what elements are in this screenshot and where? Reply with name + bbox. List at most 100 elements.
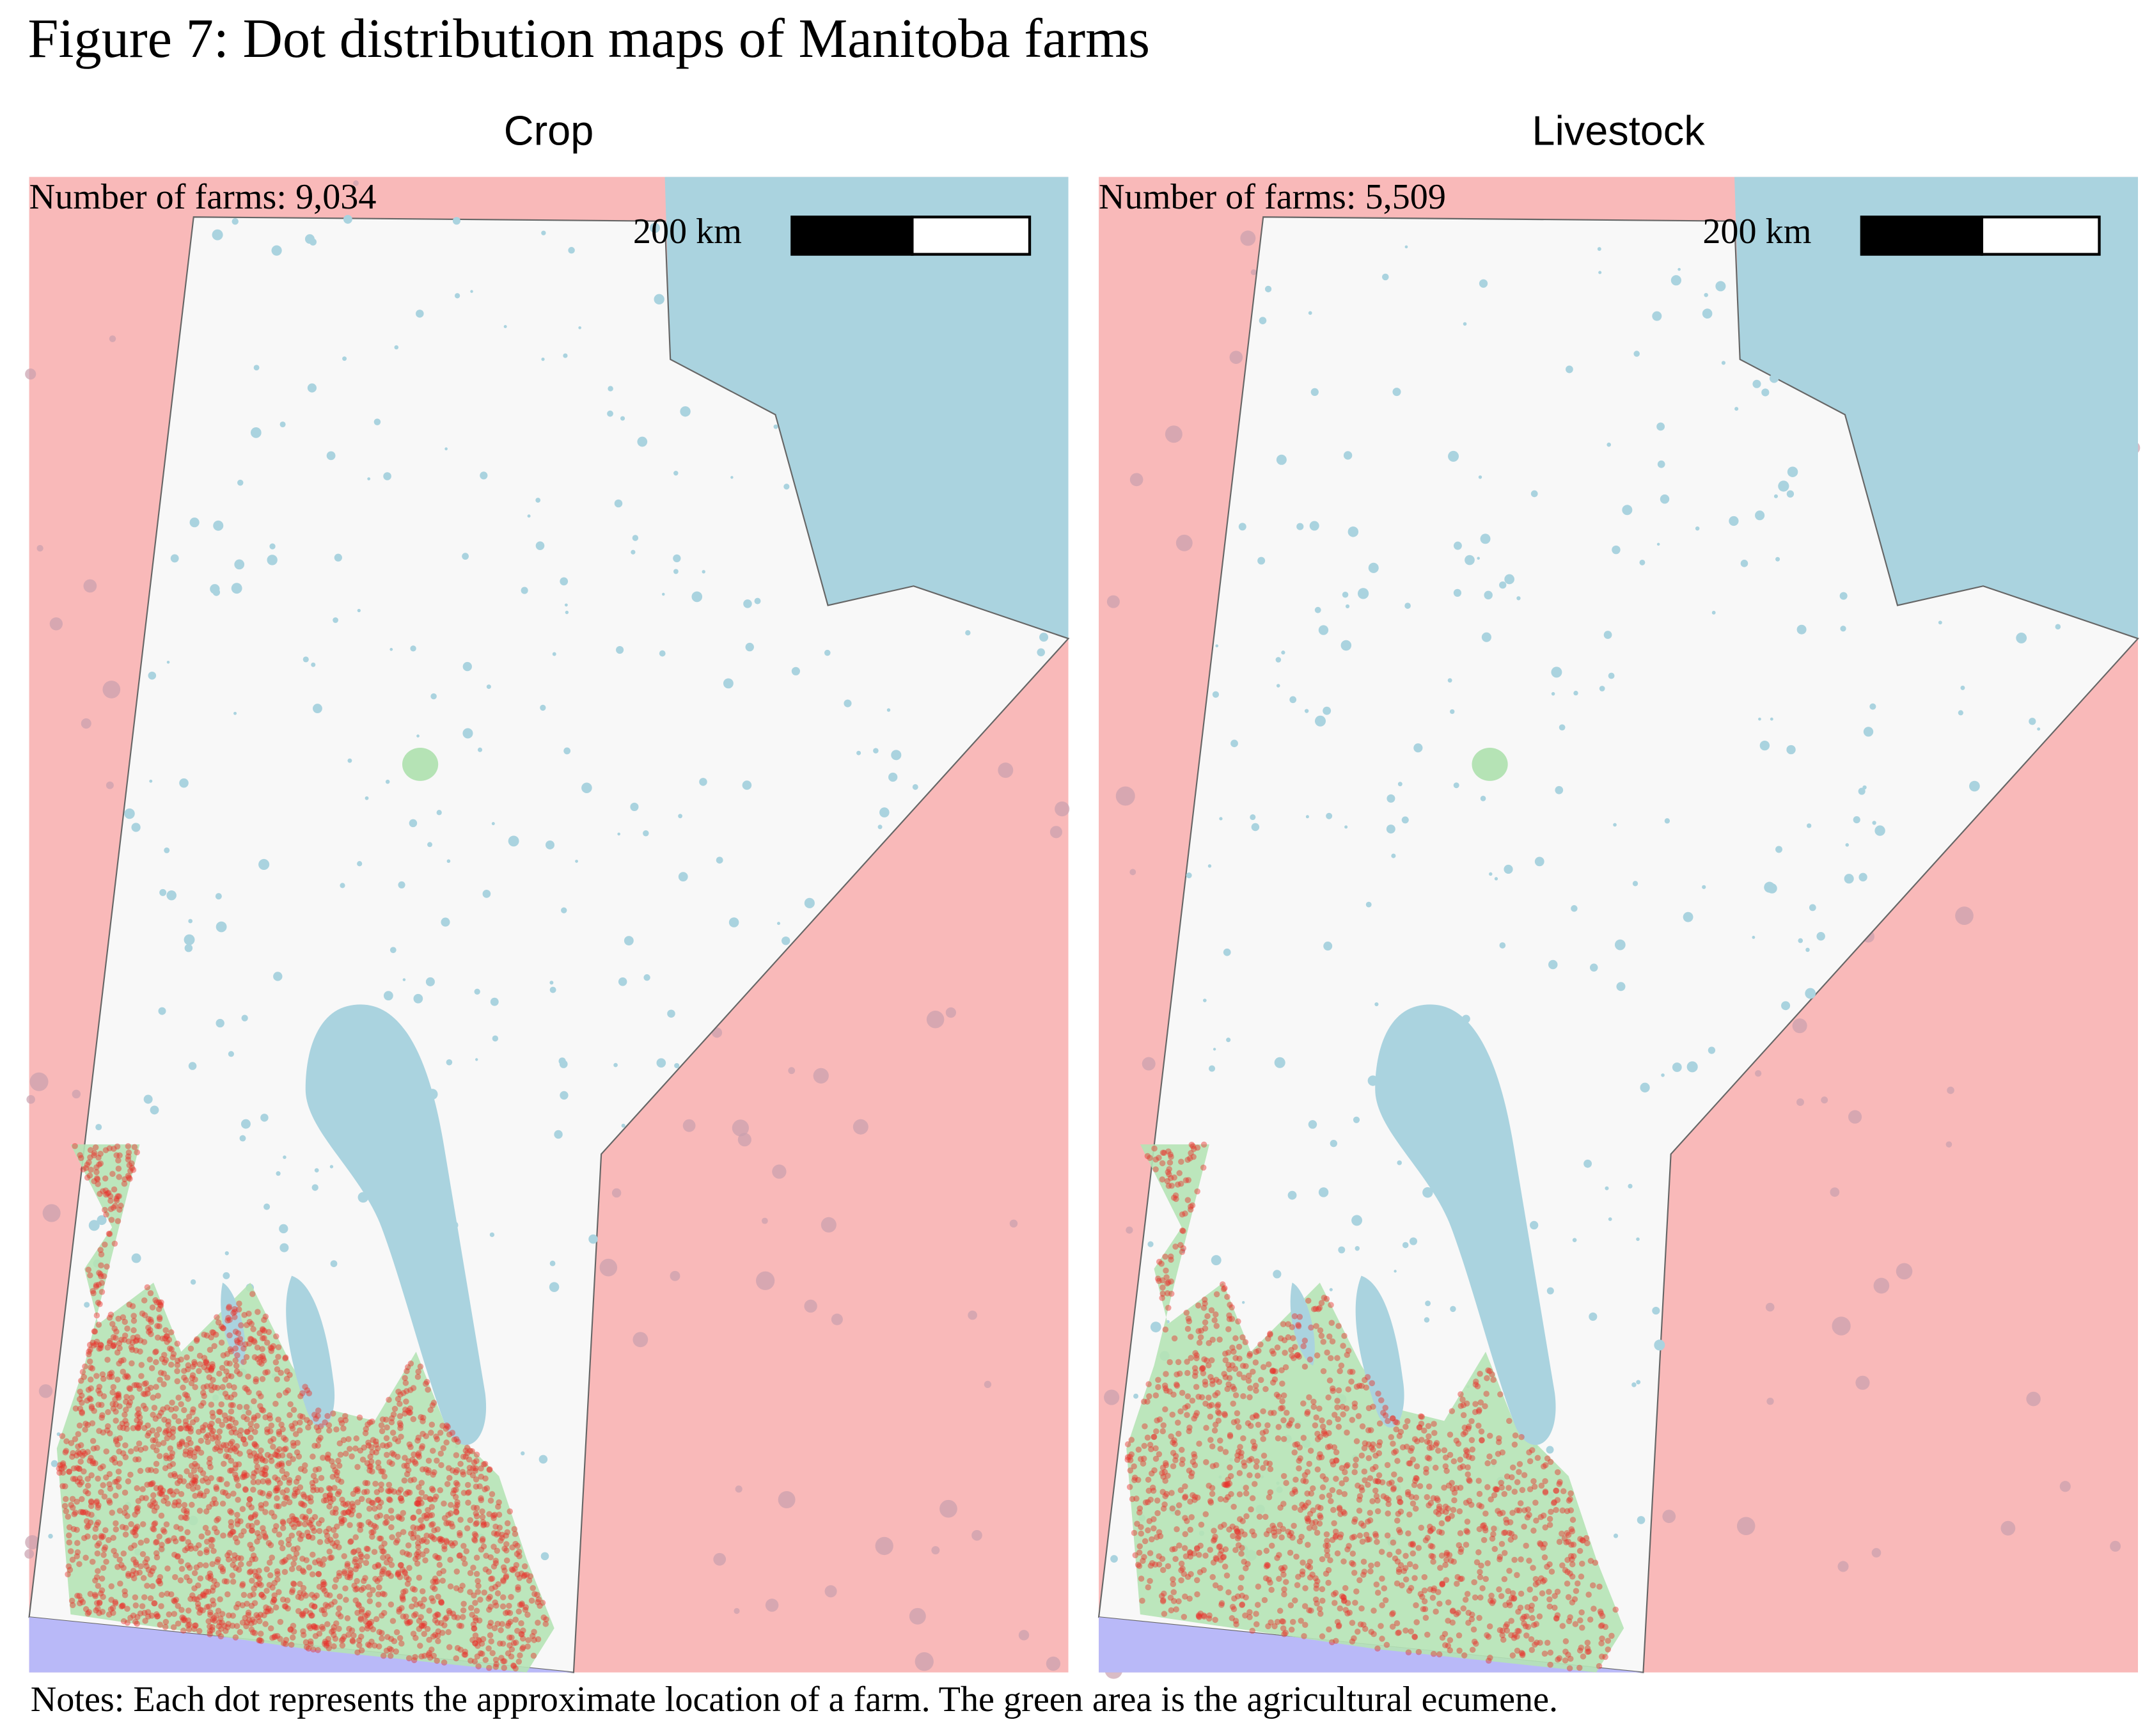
farm-dot [1517, 1604, 1524, 1611]
farm-dot [273, 1485, 279, 1492]
farm-dot [1584, 1648, 1591, 1655]
farm-dot [378, 1487, 384, 1493]
farm-dot [1501, 1529, 1507, 1536]
lake [279, 421, 286, 428]
farm-dot [496, 1640, 503, 1647]
farm-dot [274, 1495, 280, 1502]
farm-dot [279, 1426, 286, 1433]
farm-dot [328, 1601, 334, 1608]
farm-dot [506, 1602, 512, 1609]
farm-dot [1307, 1510, 1314, 1517]
farm-dot [1397, 1499, 1403, 1505]
farm-dot [281, 1474, 288, 1481]
farm-dot [134, 1620, 140, 1627]
farm-dot [1362, 1440, 1369, 1447]
farm-dot [1266, 1576, 1272, 1583]
farm-dot [379, 1428, 386, 1435]
farm-dot [1449, 1480, 1455, 1487]
farm-dot [315, 1570, 322, 1577]
farm-dot [178, 1439, 185, 1445]
farm-dot [148, 1467, 154, 1473]
farm-dot [1374, 1538, 1380, 1545]
farm-dot [1463, 1400, 1470, 1407]
farm-dot [168, 1453, 175, 1460]
lake [1494, 877, 1498, 881]
farm-dot [1587, 1616, 1594, 1623]
farm-dot [1410, 1500, 1417, 1507]
farm-dot [515, 1658, 522, 1665]
farm-dot [1209, 1463, 1216, 1469]
farm-dot [272, 1487, 279, 1494]
lake [148, 671, 157, 680]
farm-dot [99, 1412, 106, 1419]
farm-dot [407, 1409, 414, 1416]
farm-dot [1319, 1417, 1325, 1424]
farm-dot [1188, 1334, 1194, 1340]
farm-dot [421, 1620, 428, 1627]
farm-dot [1152, 1156, 1159, 1163]
farm-dot [162, 1465, 169, 1472]
farm-dot [315, 1407, 322, 1414]
farm-dot [1269, 1522, 1276, 1529]
farm-dot [84, 1449, 91, 1455]
lake [279, 1224, 288, 1234]
farm-dot [297, 1484, 304, 1491]
farm-dot [1370, 1403, 1376, 1410]
farm-dot [130, 1318, 138, 1324]
farm-dot [1534, 1455, 1541, 1461]
farm-dot [125, 1572, 132, 1579]
farm-dot [247, 1542, 253, 1548]
farm-dot [453, 1467, 460, 1474]
farm-dot [90, 1445, 97, 1452]
agricultural-ecumene-north [402, 748, 439, 781]
lake [158, 1007, 166, 1015]
farm-dot [1168, 1278, 1174, 1285]
farm-dot [208, 1367, 215, 1374]
farm-dot [217, 1448, 223, 1454]
farm-dot [445, 1629, 452, 1636]
farm-dot [1223, 1572, 1230, 1579]
neighbour-lake [1129, 869, 1136, 876]
farm-dot [1402, 1565, 1409, 1572]
farm-dot [1395, 1566, 1402, 1573]
farm-dot [1260, 1364, 1267, 1371]
lake [662, 592, 665, 596]
farm-dot [123, 1407, 129, 1413]
farm-dot [388, 1572, 395, 1579]
farm-dot [97, 1160, 104, 1167]
farm-dot [428, 1511, 436, 1519]
farm-dot [1438, 1520, 1445, 1527]
farm-dot [313, 1592, 320, 1599]
farm-dot [1569, 1528, 1576, 1535]
farm-dot [267, 1607, 274, 1614]
farm-dot [381, 1609, 388, 1616]
lake [444, 447, 448, 451]
farm-dot [1541, 1577, 1548, 1584]
farm-dot [414, 1373, 421, 1380]
farm-dot [76, 1396, 83, 1403]
farm-dot [388, 1419, 395, 1426]
farm-dot [427, 1654, 434, 1661]
farm-dot [1429, 1595, 1436, 1601]
farm-dot [178, 1558, 184, 1565]
farm-dot [198, 1533, 205, 1540]
farm-dot [69, 1556, 76, 1563]
farm-dot [367, 1623, 374, 1630]
farm-dot [428, 1430, 434, 1436]
farm-dot [81, 1451, 88, 1457]
farm-dot [125, 1153, 132, 1160]
farm-dot [388, 1601, 395, 1608]
farm-dot [434, 1526, 441, 1533]
farm-dot [1128, 1437, 1135, 1443]
panel-title: Livestock [1532, 107, 1705, 154]
farm-dot [395, 1453, 401, 1460]
lake [1787, 466, 1798, 477]
farm-dot [1159, 1566, 1167, 1574]
farm-dot [1319, 1494, 1326, 1501]
farm-dot [1172, 1453, 1179, 1460]
farm-dot [1301, 1603, 1308, 1609]
farm-dot [1455, 1609, 1461, 1616]
farm-dot [1217, 1524, 1224, 1530]
farm-dot [293, 1517, 300, 1523]
lake [728, 917, 739, 927]
